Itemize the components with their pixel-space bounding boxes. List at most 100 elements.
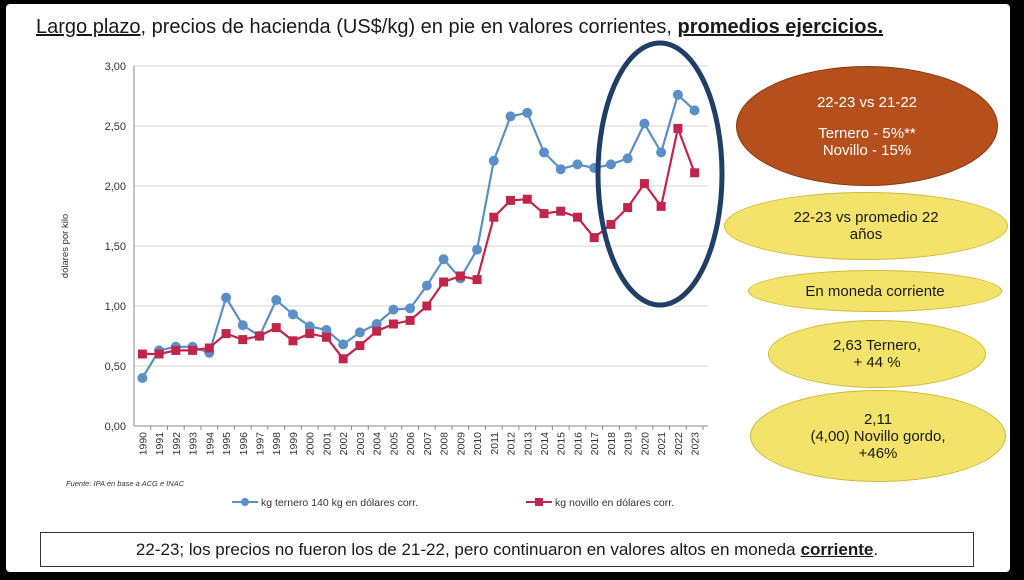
ternero-data-point <box>656 147 667 158</box>
x-tick-label: 2012 <box>506 432 518 456</box>
title-part1: Largo plazo <box>36 16 141 38</box>
comparison-line1: 22-23 vs 21-22 <box>816 93 918 111</box>
footer-text: 22-23; los precios no fueron los de 21-2… <box>135 539 796 559</box>
x-tick-label: 2008 <box>439 432 451 456</box>
x-tick-label: 2006 <box>405 432 417 456</box>
novillo-data-point <box>656 201 666 211</box>
slide-title: Largo plazo, precios de hacienda (US$/kg… <box>36 16 883 39</box>
ternero-data-point <box>237 320 248 331</box>
ternero-data-point <box>438 254 449 265</box>
novillo-data-point <box>690 168 700 178</box>
novillo-data-point <box>439 277 449 287</box>
novillo-data-point <box>238 335 248 345</box>
x-tick-label: 1999 <box>288 432 300 456</box>
ternero-data-point <box>321 325 332 335</box>
legend-marker <box>535 498 543 506</box>
ternero-data-point <box>572 159 583 170</box>
x-tick-label: 2011 <box>489 432 501 455</box>
novillo-data-point <box>539 209 549 219</box>
x-tick-label: 2016 <box>572 432 584 456</box>
novillo-data-point <box>472 275 482 285</box>
ternero-data-point <box>137 373 148 383</box>
x-tick-label: 2010 <box>472 432 484 456</box>
ternero-data-point <box>221 292 232 303</box>
x-tick-label: 1997 <box>255 432 267 456</box>
ternero-data-point <box>622 153 633 164</box>
ternero-data-point <box>371 319 382 329</box>
ternero-data-point <box>405 303 416 314</box>
x-tick-label: 2004 <box>372 432 384 456</box>
x-tick-label: 2015 <box>556 432 568 456</box>
x-tick-label: 2023 <box>690 432 702 456</box>
y-tick-label: 3,00 <box>105 61 126 73</box>
highlight-ring <box>595 40 725 308</box>
footer-emphasis: corriente <box>800 539 874 559</box>
ternero-data-point <box>539 147 549 158</box>
x-tick-label: 1992 <box>171 432 183 456</box>
novillo-data-point <box>506 195 516 205</box>
x-tick-label: 2000 <box>305 432 317 456</box>
x-tick-label: 1991 <box>154 432 166 456</box>
novillo-data-point <box>271 323 281 333</box>
currency-line1: En moneda corriente <box>805 282 945 300</box>
x-tick-label: 2021 <box>656 432 668 456</box>
x-tick-label: 1993 <box>188 432 200 456</box>
x-tick-label: 1996 <box>238 432 250 456</box>
ternero-data-point <box>304 321 315 332</box>
ternero-data-point <box>472 244 483 255</box>
novillo-line2: (4,00) Novillo gordo, <box>810 427 946 445</box>
x-tick-label: 2009 <box>455 432 467 456</box>
legend-label: kg novillo en dólares corr. <box>555 497 674 509</box>
y-axis-label: dólares por kilo <box>60 214 71 278</box>
vs-average-line1: 22-23 vs promedio 22 <box>793 209 939 226</box>
novillo-data-point <box>355 341 365 351</box>
ternero-data-point <box>689 105 700 116</box>
ternero-data-point <box>354 327 365 338</box>
slide: Largo plazo, precios de hacienda (US$/kg… <box>6 4 1010 572</box>
footer-end: . <box>873 539 879 559</box>
ternero-series-line <box>141 92 696 379</box>
x-tick-label: 2022 <box>673 432 685 456</box>
novillo-data-point <box>372 326 382 336</box>
x-tick-label: 2020 <box>639 432 651 456</box>
x-tick-label: 2007 <box>422 432 434 456</box>
novillo-data-point <box>455 271 465 281</box>
y-tick-label: 2,50 <box>105 121 126 133</box>
novillo-data-point <box>623 203 633 213</box>
novillo-data-point <box>673 123 683 133</box>
novillo-data-point <box>639 179 649 189</box>
ternero-data-point <box>505 111 516 122</box>
price-line-chart: 0,00 0,50 1,00 1,50 2,00 2,50 3,00 dólares por … <box>60 40 725 509</box>
novillo-data-point <box>388 319 398 329</box>
novillo-data-point <box>321 332 331 342</box>
ternero-data-point <box>672 89 683 100</box>
comparison-line3: Novillo - 15% <box>822 141 912 159</box>
source-note: Fuente: IPA en base a ACG e INAC <box>66 479 185 488</box>
x-tick-label: 2003 <box>355 432 367 456</box>
novillo-data-point <box>154 349 164 359</box>
x-tick-label: 2018 <box>606 432 618 456</box>
novillo-data-point <box>606 219 616 229</box>
novillo-data-point <box>422 301 432 311</box>
x-tick-label: 2014 <box>539 432 551 456</box>
x-tick-label: 2017 <box>589 432 601 456</box>
novillo-data-point <box>489 212 499 222</box>
x-tick-label: 2019 <box>623 432 635 456</box>
y-tick-label: 1,00 <box>105 301 126 313</box>
ternero-data-point <box>555 164 566 175</box>
legend-label: kg ternero 140 kg en dólares corr. <box>261 497 418 509</box>
footer-note: 22-23; los precios no fueron los de 21-2… <box>40 532 974 567</box>
ternero-data-point <box>639 118 650 129</box>
vs-average-line2: años <box>849 226 883 243</box>
novillo-line3: +46% <box>858 444 898 462</box>
ternero-data-point <box>488 155 499 166</box>
ternero-data-point <box>605 159 616 170</box>
novillo-data-point <box>522 194 532 204</box>
title-part3: promedios ejercicios. <box>677 16 884 38</box>
ternero-line2: + 44 % <box>853 354 901 371</box>
novillo-data-point <box>338 354 348 364</box>
x-tick-label: 2005 <box>388 432 400 456</box>
x-tick-label: 2001 <box>321 432 333 456</box>
y-tick-label: 0,50 <box>105 361 126 373</box>
x-tick-label: 1994 <box>204 432 216 456</box>
